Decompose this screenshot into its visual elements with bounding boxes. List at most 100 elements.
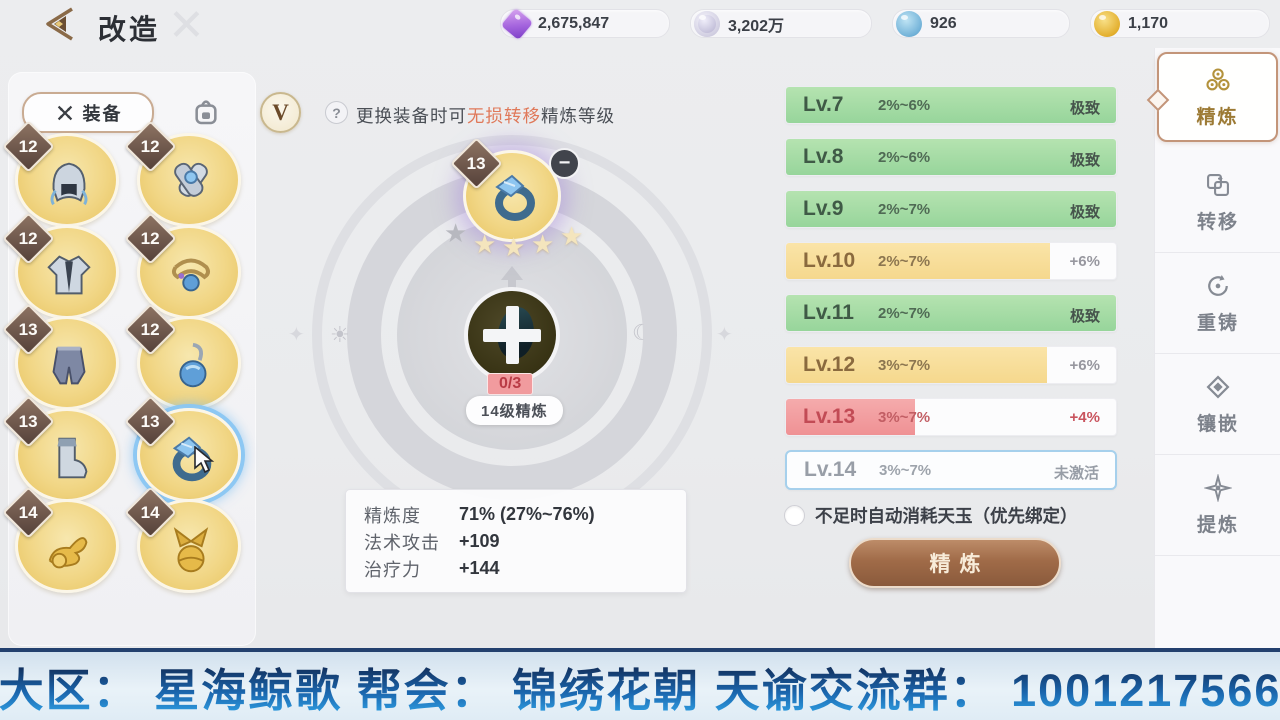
add-material-button[interactable] [464,287,560,383]
refine-level-row[interactable]: Lv.14 3%~7% 未激活 [785,450,1117,490]
level-label: Lv.14 [804,458,857,481]
level-label: Lv.12 [803,353,856,376]
stat-value: +109 [459,531,500,551]
backpack-tab[interactable] [190,95,222,127]
level-label: Lv.7 [803,93,844,116]
back-button[interactable] [36,6,80,42]
equipment-item[interactable]: 12 [2,211,119,319]
up-arrow-stem [508,279,516,291]
equipment-item[interactable]: 12 [2,120,119,227]
equipment-item-icon [40,154,98,212]
refine-button[interactable]: 精炼 [849,538,1061,588]
level-range: 3%~7% [879,462,932,479]
equipment-item[interactable]: 12 [124,120,241,227]
refine-button-label: 精炼 [929,553,990,576]
level-progress-fill [786,295,1116,331]
equipment-item[interactable]: 13 [2,394,119,502]
level-status: +4% [1069,409,1100,426]
equipment-item[interactable]: 12 [124,303,241,410]
refine-level-row[interactable]: Lv.9 2%~7% 极致 [785,190,1117,228]
dial-ornament-left-icon: ✦ [288,324,305,346]
sidebar: 精炼 转移 重铸 镶嵌 提炼 [1154,48,1280,648]
level-range: 3%~7% [878,357,931,374]
level-label: Lv.9 [803,197,844,220]
refine-level-list: Lv.7 2%~6% 极致 Lv.8 2%~6% 极致 Lv.9 2%~7% 极… [785,86,1117,504]
selected-equipment-ring[interactable]: 13 [450,137,561,242]
level-label: Lv.11 [803,301,854,324]
level-range: 2%~7% [878,201,931,218]
level-range: 2%~6% [878,149,931,166]
sidebar-tab-icon [1204,373,1232,401]
currency-pill[interactable]: 3,202万 [690,9,872,38]
equipment-item[interactable]: 13 [2,303,119,410]
refine-level-row[interactable]: Lv.7 2%~6% 极致 [785,86,1117,124]
level-label: Lv.10 [803,249,856,272]
tip-prefix: 更换装备时可 [356,106,467,126]
currency-pill[interactable]: 926 [892,9,1070,38]
plus-icon [506,306,519,364]
stat-label: 法术攻击 [364,532,440,553]
auto-consume-checkbox[interactable] [784,505,805,526]
level-label: Lv.8 [803,145,844,168]
equipment-item[interactable]: 13 [124,394,241,502]
help-icon[interactable]: ? [325,101,348,124]
level-status: 极致 [1069,204,1100,221]
sidebar-tab-label: 提炼 [1196,514,1239,536]
refine-level-row[interactable]: Lv.12 3%~7% +6% [785,346,1117,384]
sidebar-tab-label: 精炼 [1196,106,1239,128]
sidebar-tab-icon [1204,474,1232,502]
tip-highlight: 无损转移 [467,106,541,126]
tab-inlay[interactable]: 镶嵌 [1155,354,1280,455]
stat-row: 法术攻击 +109 [364,528,668,555]
up-arrow-icon [501,266,523,280]
level-range: 3%~7% [878,409,931,426]
tab-equipment[interactable]: 装备 [22,92,154,133]
equipment-item[interactable]: 14 [124,486,241,593]
currency-pill[interactable]: 2,675,847 [500,7,670,40]
page-title: 改造 [98,14,161,45]
stat-row: 精炼度 71% (27%~76%) [364,501,668,528]
level-status: 极致 [1069,308,1100,325]
level-range: 2%~6% [878,97,931,114]
tab-transfer[interactable]: 转移 [1155,152,1280,253]
tab-refine[interactable]: 精炼 [1157,52,1278,142]
crossed-swords-icon [54,102,76,124]
remove-item-button[interactable]: − [549,148,580,179]
refine-level-label: 14级精炼 [466,396,563,425]
currency-value: 1,170 [1128,14,1169,32]
level-status: +6% [1069,253,1100,270]
level-status: 极致 [1069,100,1100,117]
tab-recast[interactable]: 重铸 [1155,253,1280,354]
level-range: 2%~7% [878,305,931,322]
sun-icon: ☀ [330,322,350,347]
equipment-item[interactable]: 14 [2,486,119,593]
refine-level-row[interactable]: Lv.11 2%~7% 极致 [785,294,1117,332]
material-slot-count: 0/3 [487,373,534,395]
stat-value: 71% (27%~76%) [459,504,595,524]
equipment-item-icon [40,520,98,578]
equipment-item[interactable]: 12 [124,211,241,319]
refine-level-row[interactable]: Lv.8 2%~6% 极致 [785,138,1117,176]
refine-stats-panel: 精炼度 71% (27%~76%) 法术攻击 +109 治疗力 +144 [345,489,687,593]
level-status: 未激活 [1053,465,1099,482]
stat-row: 治疗力 +144 [364,555,668,582]
tier-badge[interactable]: V [260,92,301,133]
moon-icon: ☾ [632,320,652,345]
refine-tip-text: 更换装备时可无损转移精炼等级 [356,103,615,128]
refine-level-row[interactable]: Lv.13 3%~7% +4% [785,398,1117,436]
currency-icon [694,10,720,37]
ring-icon [484,167,544,227]
backpack-icon [197,102,216,123]
equipment-item-icon [162,429,220,487]
tab-extract[interactable]: 提炼 [1155,455,1280,556]
refine-level-row[interactable]: Lv.10 2%~7% +6% [785,242,1117,280]
sidebar-tab-label: 转移 [1196,211,1239,233]
dial-ornament-right-icon: ✦ [716,324,733,346]
currency-value: 3,202万 [728,17,785,35]
auto-consume-option[interactable]: 不足时自动消耗天玉（优先绑定） [784,503,1078,528]
currency-icon [896,10,922,37]
currency-pill[interactable]: 1,170 [1090,9,1270,38]
stat-label: 精炼度 [364,505,421,526]
equipment-item-icon [162,337,220,395]
title-decoration: ✕ [168,1,205,50]
